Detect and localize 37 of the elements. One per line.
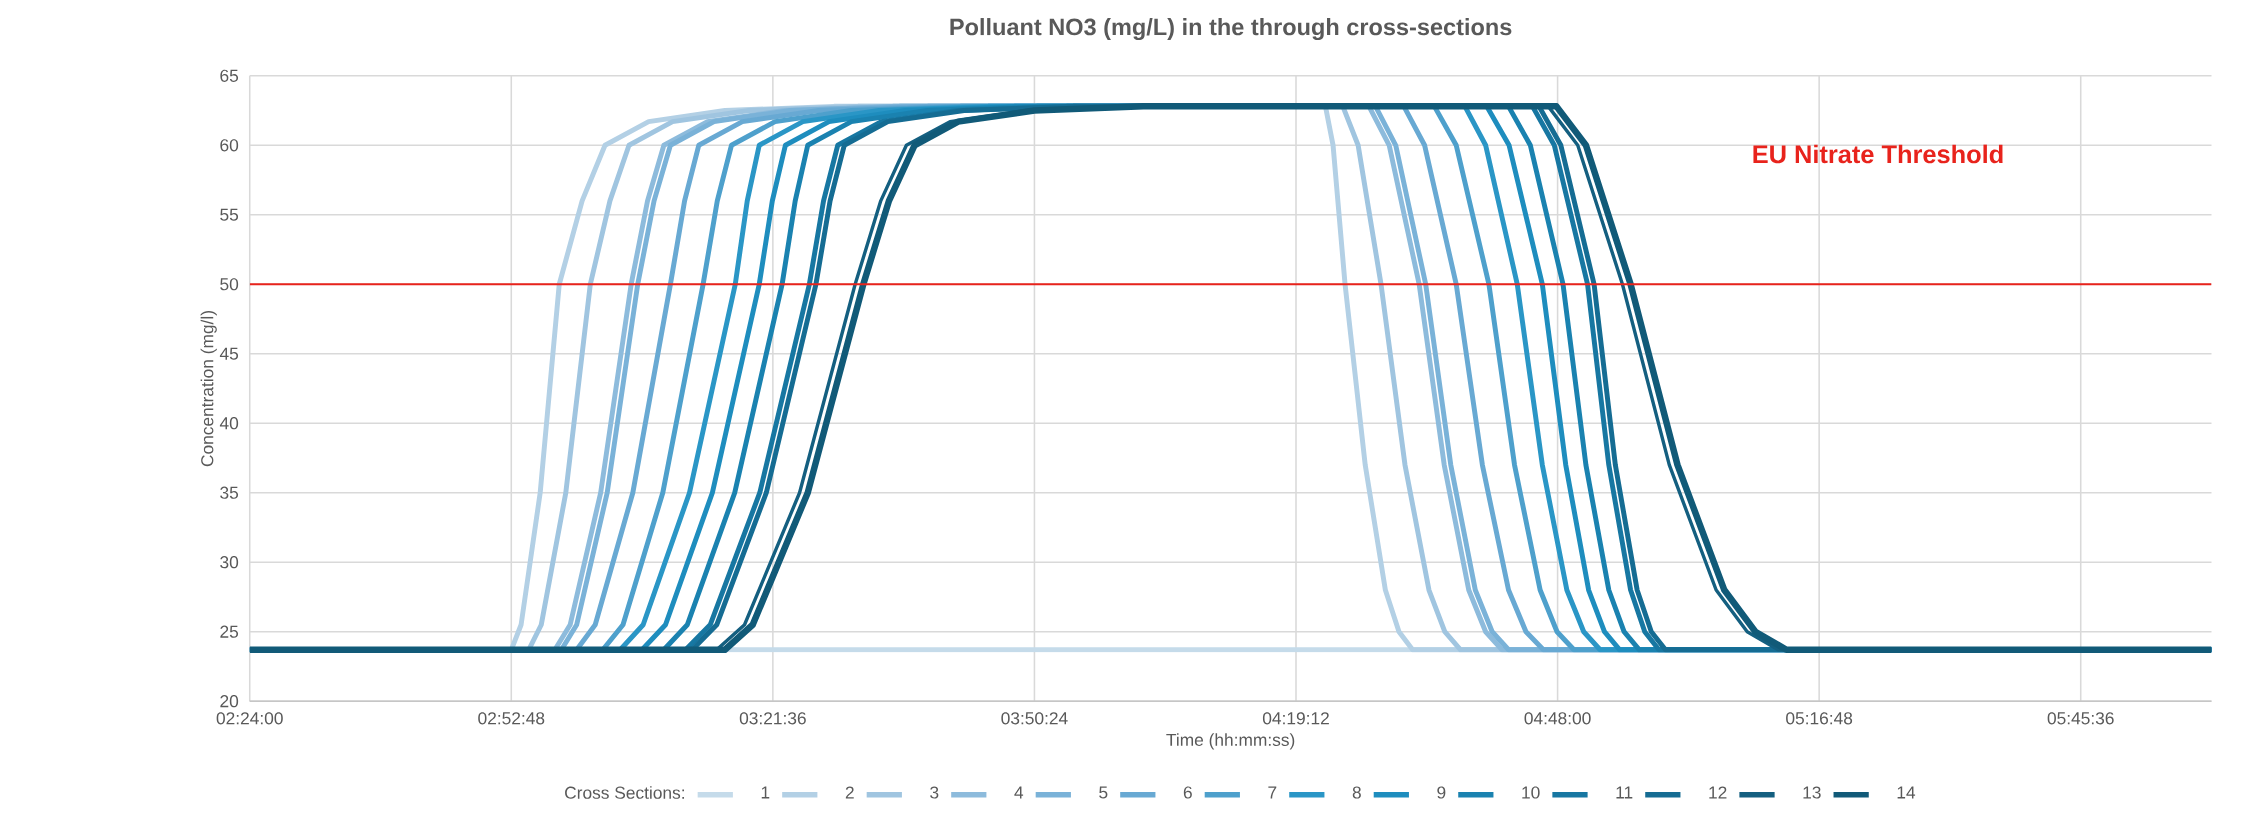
legend-label: 5 [1099, 786, 1108, 799]
legend-label: 4 [1014, 786, 1024, 799]
legend-label: 8 [1352, 786, 1361, 799]
x-tick-label: 02:52:48 [478, 712, 545, 725]
legend-label: 6 [1183, 786, 1192, 799]
y-tick-label: 35 [220, 486, 239, 499]
legend-label: 13 [1803, 786, 1821, 799]
x-tick-label: 04:48:00 [1524, 712, 1591, 725]
x-tick-label: 03:50:24 [1001, 712, 1068, 725]
y-axis-title: Concentration (mg/l) [200, 311, 217, 467]
chart-title: Polluant NO3 (mg/L) in the through cross-sections [950, 18, 1512, 41]
y-tick-label: 20 [220, 695, 239, 708]
x-tick-label: 05:45:36 [2047, 712, 2114, 725]
legend-label: 7 [1268, 786, 1277, 799]
legend-label: 9 [1437, 786, 1446, 799]
y-tick-label: 30 [220, 556, 239, 569]
y-tick-label: 25 [220, 625, 239, 638]
y-tick-label: 40 [219, 417, 239, 430]
y-tick-label: 65 [220, 69, 239, 83]
legend-label: 10 [1522, 786, 1540, 799]
legend-title: Cross Sections: [565, 786, 684, 799]
legend-label: 12 [1709, 786, 1727, 799]
x-tick-label: 05:16:48 [1786, 712, 1853, 725]
legend-label: 3 [930, 786, 939, 799]
y-tick-label: 50 [220, 278, 239, 291]
legend-label: 2 [845, 786, 854, 799]
x-tick-label: 02:24:00 [216, 712, 283, 725]
y-tick-label: 60 [220, 139, 239, 152]
legend-label: 11 [1616, 786, 1633, 799]
ref-line-label: EU Nitrate Threshold [1753, 144, 2003, 164]
legend-label: 14 [1897, 786, 1916, 799]
legend-label: 1 [761, 786, 770, 799]
x-axis-title: Time (hh:mm:ss) [1166, 733, 1295, 750]
y-tick-label: 55 [220, 208, 239, 221]
x-tick-label: 03:21:36 [739, 712, 806, 725]
x-tick-label: 04:19:12 [1262, 712, 1329, 725]
y-tick-label: 45 [219, 347, 239, 360]
